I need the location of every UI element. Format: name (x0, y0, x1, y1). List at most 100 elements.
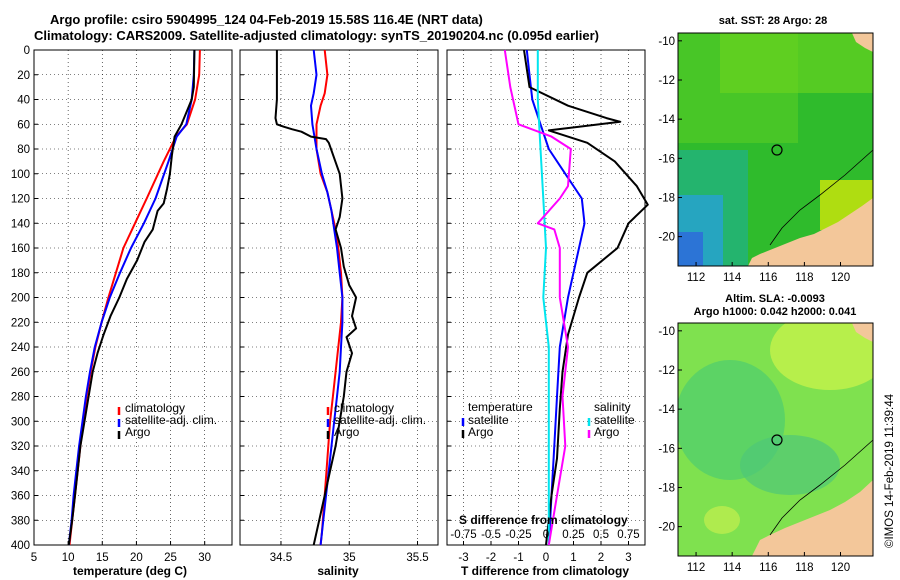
depth-tick-label: 400 (11, 540, 30, 552)
salinity-series-climatology (315, 49, 344, 546)
latitude-tick-label: -18 (658, 192, 675, 204)
longitude-tick-label: 120 (831, 272, 850, 284)
depth-tick-label: 60 (17, 119, 30, 131)
temperature-ticks: 0 20 40 60 80 100 120 140 160 180 200 220 240 260 280 3… (11, 45, 211, 564)
salinity-grid (240, 50, 438, 545)
difference-series-t-satellite (525, 49, 586, 546)
latitude-tick-label: -20 (658, 522, 675, 534)
sst-map-title: sat. SST: 28 Argo: 28 (719, 15, 827, 27)
sst-map-ticks: 112 114 116 118 120 -10 -12 -14 -16 -18 -20 (658, 36, 850, 284)
salinity-xlabel: salinity (317, 564, 359, 578)
temperature-xlabel: temperature (deg C) (73, 564, 187, 578)
title-line-1: Argo profile: csiro 5904995_124 04-Feb-2… (50, 12, 483, 27)
sst-map-panel: sat. SST: 28 Argo: 28 112 114 116 118 120 -10… (658, 15, 874, 284)
depth-tick-label: 100 (11, 169, 30, 181)
sla-land-coast (752, 480, 873, 556)
temperature-x-tick-label: 30 (198, 552, 211, 564)
temperature-grid (33, 50, 232, 545)
sst-map-frame (677, 32, 874, 267)
sla-map-subtitle: Argo h1000: 0.042 h2000: 0.041 (694, 306, 857, 318)
diff-legend-salinity-title: salinity (594, 400, 631, 414)
difference-top-xlabel: S difference from climatology (459, 513, 628, 527)
difference-x-tick-label: -2 (486, 552, 496, 564)
sst-land-north (852, 33, 873, 52)
latitude-tick-label: -12 (658, 75, 675, 87)
depth-tick-label: 160 (11, 243, 30, 255)
sst-map-field (678, 33, 873, 266)
sla-map-field (678, 323, 873, 556)
longitude-tick-label: 116 (759, 272, 777, 284)
salinity-panel: 34.5 35 35.5 salinity climatology satellit… (239, 49, 439, 578)
depth-tick-label: 20 (17, 70, 30, 82)
latitude-tick-label: -18 (658, 482, 675, 494)
depth-tick-label: 220 (11, 317, 30, 329)
difference-legend-salinity: salinity satellite Argo (587, 400, 635, 439)
depth-tick-label: 380 (11, 515, 30, 527)
temperature-panel: 0 20 40 60 80 100 120 140 160 180 200 220 240 260 280 3… (11, 45, 233, 578)
salinity-diff-tick-label: 0 (543, 529, 549, 541)
salinity-series-satellite-adj-clim- (310, 49, 344, 546)
difference-x-tick-label: -1 (513, 552, 523, 564)
sst-warm-patch-2 (720, 33, 873, 93)
temp-legend-satellite: satellite-adj. clim. (125, 413, 217, 427)
sla-land-north (852, 323, 873, 342)
latitude-tick-label: -16 (658, 153, 675, 165)
depth-tick-label: 340 (11, 466, 30, 478)
depth-tick-label: 140 (11, 218, 30, 230)
difference-x-tick-label: 1 (570, 552, 576, 564)
sal-legend-argo: Argo (334, 425, 360, 439)
difference-x-tick-label: -3 (458, 552, 468, 564)
diff-legend-temperature-title: temperature (468, 400, 533, 414)
difference-series-s-argo (503, 49, 572, 546)
sla-low-patch-2 (740, 435, 840, 495)
latitude-tick-label: -10 (658, 36, 675, 48)
difference-xlabel: T difference from climatology (461, 564, 629, 578)
sla-high-patch-2 (704, 506, 740, 534)
sst-argo-marker (771, 144, 783, 156)
difference-panel: -3 -2 -1 0 1 2 3 -0.75 -0.5 -0.25 0 0.25 0.5 0.75 S d… (446, 49, 649, 578)
salinity-legend: climatology satellite-adj. clim. Argo (326, 401, 426, 439)
temperature-series-argo (67, 49, 196, 546)
sal-legend-satellite: satellite-adj. clim. (334, 413, 426, 427)
salinity-series-argo (274, 50, 358, 546)
temperature-lines (67, 49, 201, 546)
depth-tick-label: 300 (11, 416, 30, 428)
difference-grid (447, 50, 645, 545)
longitude-tick-label: 118 (795, 562, 813, 574)
depth-tick-label: 240 (11, 342, 30, 354)
sla-argo-marker (771, 434, 783, 446)
depth-tick-label: 180 (11, 268, 30, 280)
depth-tick-label: 40 (17, 95, 30, 107)
diff-legend-s-argo: Argo (594, 425, 620, 439)
salinity-ticks: 34.5 35 35.5 (240, 49, 429, 564)
diff-legend-t-argo: Argo (468, 425, 494, 439)
sal-legend-climatology: climatology (334, 401, 394, 415)
salinity-lines (274, 49, 358, 546)
depth-tick-label: 320 (11, 441, 30, 453)
watermark: ©IMOS 14-Feb-2019 11:39:44 (884, 393, 896, 548)
latitude-tick-label: -14 (658, 404, 675, 416)
depth-tick-label: 200 (11, 293, 30, 305)
depth-tick-label: 360 (11, 491, 30, 503)
salinity-diff-tick-label: 0.25 (562, 529, 584, 541)
latitude-tick-label: -12 (658, 365, 675, 377)
difference-x-tick-label: 0 (543, 552, 549, 564)
latitude-tick-label: -10 (658, 326, 675, 338)
temperature-x-tick-label: 5 (31, 552, 37, 564)
longitude-tick-label: 116 (759, 562, 777, 574)
longitude-tick-label: 120 (831, 562, 850, 574)
salinity-x-tick-label: 35.5 (406, 552, 428, 564)
longitude-tick-label: 112 (687, 562, 705, 574)
difference-lines (503, 49, 649, 546)
temp-legend-argo: Argo (125, 425, 151, 439)
diff-legend-s-satellite: satellite (594, 413, 635, 427)
sla-isobath (769, 439, 873, 536)
title-line-2: Climatology: CARS2009. Satellite-adjuste… (34, 28, 599, 43)
temp-legend-climatology: climatology (125, 401, 185, 415)
longitude-tick-label: 114 (723, 272, 742, 284)
difference-x-tick-label: 2 (598, 552, 604, 564)
depth-tick-label: 80 (17, 144, 30, 156)
salinity-x-tick-label: 35 (343, 552, 356, 564)
temperature-x-tick-label: 15 (96, 552, 109, 564)
